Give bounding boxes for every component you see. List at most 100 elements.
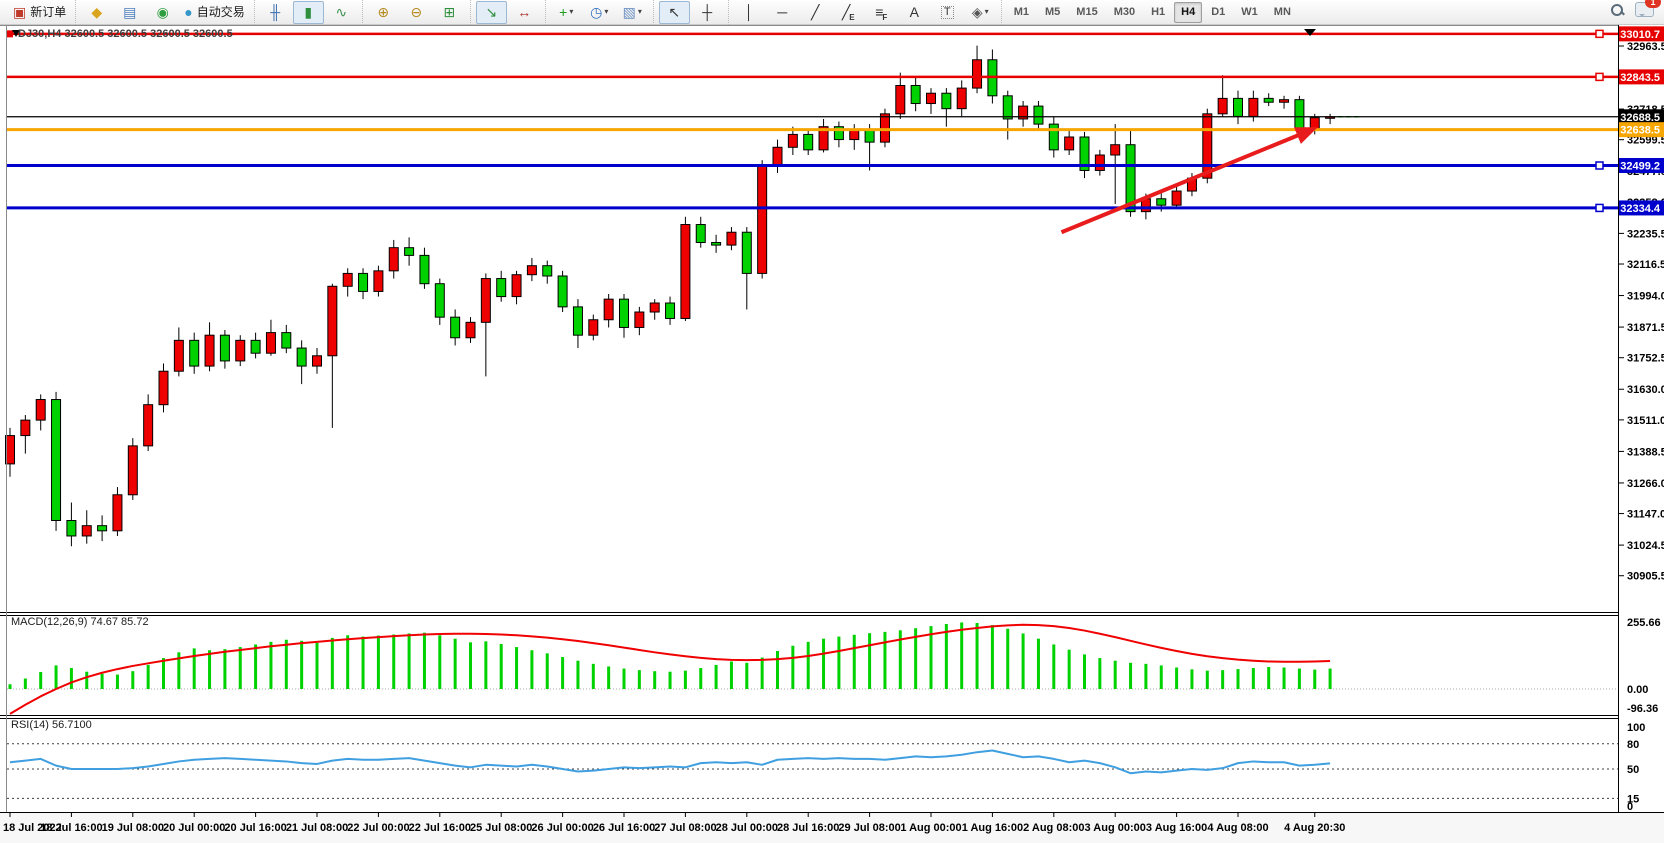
candle-body bbox=[1064, 136, 1075, 151]
macd-histogram-bar bbox=[729, 661, 733, 689]
candle-body bbox=[1279, 99, 1290, 103]
indicators-icon: + bbox=[559, 4, 568, 20]
chart-window[interactable]: 32963.532718.532599.532477.032358.032235… bbox=[0, 25, 1664, 843]
macd-histogram-bar bbox=[898, 630, 902, 689]
line-handle[interactable] bbox=[1595, 161, 1604, 170]
candle-body bbox=[833, 126, 844, 141]
cursor-button[interactable]: ↖ bbox=[658, 0, 690, 24]
macd-histogram-bar bbox=[637, 670, 641, 689]
zoom-out-button[interactable]: ⊖ bbox=[401, 1, 432, 24]
horizontal-line-button[interactable]: ─ bbox=[767, 1, 798, 24]
price-line-label-box bbox=[1619, 26, 1664, 42]
text-label-button[interactable]: T bbox=[932, 1, 963, 24]
candle-body bbox=[926, 92, 936, 105]
macd-histogram-bar bbox=[1190, 669, 1194, 689]
timeframe-w1-button[interactable]: W1 bbox=[1241, 6, 1258, 18]
time-label: 26 Jul 00:00 bbox=[531, 822, 593, 834]
macd-histogram-bar bbox=[300, 640, 304, 689]
candle-body bbox=[1294, 99, 1305, 130]
timeframe-h4-button[interactable]: H4 bbox=[1174, 1, 1203, 23]
auto-scroll-button[interactable]: ↘ bbox=[475, 0, 507, 24]
equidistant-channel-button[interactable]: ╱ E bbox=[833, 1, 864, 24]
time-label: 19 Jul 08:00 bbox=[102, 822, 164, 834]
tile-windows-button[interactable]: ⊞ bbox=[434, 1, 465, 24]
line-handle[interactable] bbox=[6, 30, 13, 38]
templates-button[interactable]: ▧ ▾ bbox=[617, 1, 648, 24]
arrows-button[interactable]: ◈ ▾ bbox=[965, 1, 996, 24]
indicators-button[interactable]: + ▾ bbox=[551, 1, 582, 24]
trendline-button[interactable]: ╱ bbox=[800, 1, 831, 24]
timeframe-d1-button[interactable]: D1 bbox=[1211, 6, 1226, 18]
candle-body bbox=[910, 85, 921, 105]
candle-body bbox=[864, 128, 875, 143]
macd-histogram-bar bbox=[1098, 658, 1102, 689]
candle-body bbox=[373, 270, 384, 292]
line-handle[interactable] bbox=[1595, 72, 1604, 82]
chevron-down-icon[interactable]: ▾ bbox=[569, 7, 574, 16]
macd-zero-label: 0.00 bbox=[1627, 684, 1648, 696]
text-button[interactable]: A bbox=[899, 1, 930, 24]
macd-histogram-bar bbox=[683, 670, 687, 689]
market-watch-button[interactable]: ◆ bbox=[81, 1, 112, 24]
macd-histogram-bar bbox=[699, 668, 703, 689]
macd-histogram-bar bbox=[591, 663, 595, 689]
line-handle[interactable] bbox=[1595, 203, 1604, 213]
chart-shift-marker[interactable] bbox=[1304, 29, 1316, 36]
trend-arrow-line[interactable] bbox=[1060, 129, 1310, 235]
macd-histogram-bar bbox=[530, 650, 534, 689]
price-tick-label: 32235.5 bbox=[1627, 228, 1664, 240]
hline-price-label: 32638.5 bbox=[1620, 125, 1660, 137]
navigator-button[interactable]: ◉ bbox=[147, 1, 178, 24]
chevron-down-icon[interactable]: ▾ bbox=[984, 7, 989, 16]
candle-body bbox=[465, 321, 476, 339]
vertical-line-icon: │ bbox=[744, 4, 754, 20]
zoom-in-button[interactable]: ⊕ bbox=[368, 1, 399, 24]
timeframe-h1-button[interactable]: H1 bbox=[1151, 6, 1166, 18]
chevron-down-icon[interactable]: ▾ bbox=[637, 7, 642, 16]
periods-button[interactable]: ◷ ▾ bbox=[584, 1, 615, 24]
timeframe-m5-button[interactable]: M5 bbox=[1045, 6, 1061, 18]
candle-body bbox=[787, 133, 798, 148]
chart-canvas[interactable]: 32963.532718.532599.532477.032358.032235… bbox=[0, 25, 1664, 843]
macd-histogram-bar bbox=[1205, 670, 1209, 689]
timeframe-m1-button[interactable]: M1 bbox=[1013, 6, 1030, 18]
candlestick-chart-button[interactable]: ▮ bbox=[292, 0, 324, 24]
timeframe-m15-button[interactable]: M15 bbox=[1076, 6, 1098, 18]
rsi-level-label: 80 bbox=[1627, 739, 1639, 751]
chart-shift-button[interactable]: ↔ bbox=[509, 1, 540, 24]
macd-histogram-bar bbox=[146, 664, 150, 689]
new-order-button[interactable]: ▣ 新订单 bbox=[9, 1, 70, 24]
zoom-out-icon: ⊖ bbox=[410, 4, 423, 20]
candle-body bbox=[619, 298, 629, 328]
chevron-down-icon[interactable]: ▾ bbox=[604, 7, 609, 16]
chat-button[interactable]: 1 bbox=[1635, 0, 1661, 22]
macd-histogram-bar bbox=[361, 636, 365, 689]
time-label: 20 Jul 00:00 bbox=[163, 822, 225, 834]
macd-histogram-bar bbox=[791, 645, 795, 689]
trend-arrow-head[interactable] bbox=[1294, 127, 1318, 144]
fibonacci-button[interactable]: ≡ F bbox=[866, 1, 897, 24]
search-button[interactable] bbox=[1609, 2, 1625, 23]
icon-sub-letter: F bbox=[882, 12, 888, 22]
data-window-button[interactable]: ▤ bbox=[114, 1, 145, 24]
rsi-level-label: 50 bbox=[1627, 764, 1639, 776]
text-label-icon: T bbox=[940, 5, 954, 19]
timeframe-m30-button[interactable]: M30 bbox=[1113, 6, 1136, 18]
macd-histogram-bar bbox=[1144, 663, 1148, 689]
line-chart-icon: ∿ bbox=[335, 4, 348, 20]
crosshair-button[interactable]: ┼ bbox=[692, 1, 723, 24]
macd-histogram-bar bbox=[407, 633, 411, 689]
macd-histogram-bar bbox=[192, 648, 196, 689]
macd-histogram-bar bbox=[714, 664, 718, 689]
candle-body bbox=[1156, 198, 1167, 206]
macd-histogram-bar bbox=[545, 653, 549, 689]
line-chart-button[interactable]: ∿ bbox=[326, 1, 357, 24]
candle-body bbox=[219, 334, 230, 362]
bar-chart-button[interactable]: ╫ bbox=[260, 1, 291, 24]
vertical-line-button[interactable]: │ bbox=[734, 1, 765, 24]
timeframe-mn-button[interactable]: MN bbox=[1273, 6, 1291, 18]
macd-histogram-bar bbox=[39, 671, 43, 689]
line-handle[interactable] bbox=[1595, 29, 1604, 39]
candle-body bbox=[1079, 136, 1090, 171]
auto-trading-button[interactable]: ● 自动交易 bbox=[180, 1, 248, 24]
